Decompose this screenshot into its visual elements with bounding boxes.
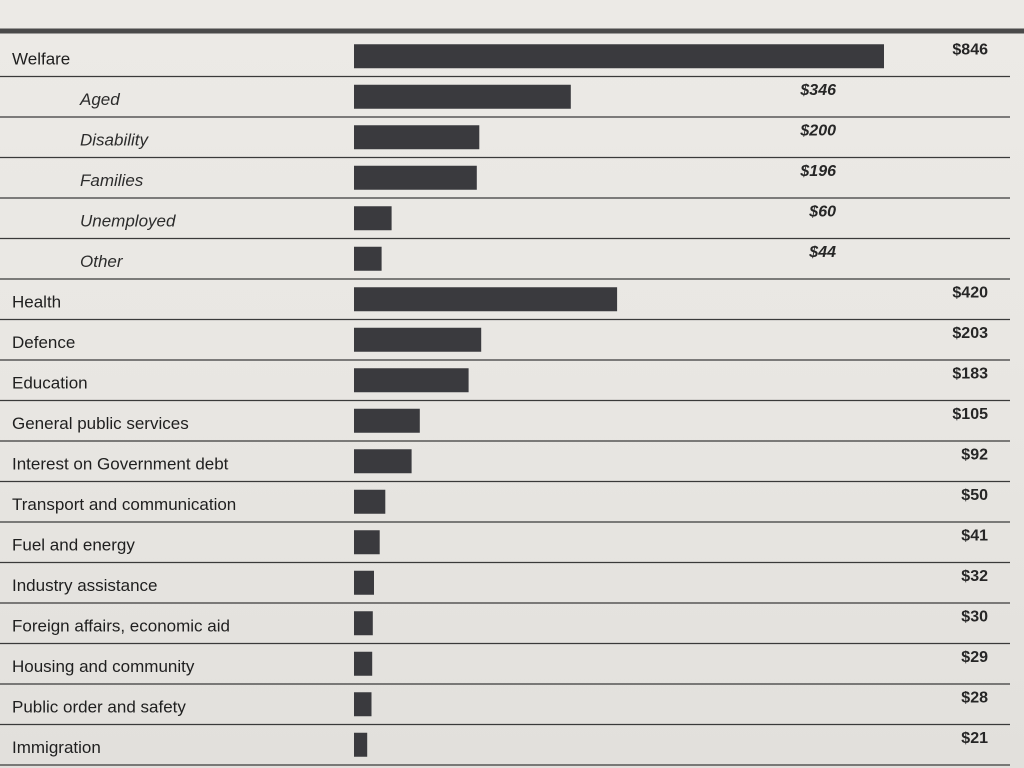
- bar: [354, 611, 373, 636]
- bar: [354, 489, 386, 514]
- value-label: $32: [961, 568, 988, 585]
- chart-row: Other $44: [0, 244, 1010, 280]
- category-label: Housing and community: [12, 657, 195, 676]
- chart-row: Education $183: [0, 365, 1010, 402]
- value-label: $196: [799, 163, 836, 180]
- category-label: Industry assistance: [12, 576, 158, 595]
- bar: [354, 692, 372, 717]
- value-label: $30: [961, 608, 988, 625]
- chart-row: Transport and communication $50: [0, 487, 1010, 523]
- chart-row: Unemployed $60: [0, 203, 1010, 240]
- value-label: $346: [799, 82, 836, 99]
- chart-row: Interest on Government debt $92: [0, 446, 1010, 483]
- bar: [354, 408, 420, 433]
- category-label: Health: [12, 292, 61, 311]
- chart-row: Public order and safety $28: [0, 689, 1010, 726]
- value-label: $105: [952, 406, 988, 423]
- bar: [354, 206, 392, 231]
- category-label: Education: [12, 373, 88, 392]
- chart-row: Fuel and energy $41: [0, 527, 1010, 564]
- bar: [354, 84, 571, 109]
- value-label: $183: [952, 365, 988, 382]
- value-label: $28: [961, 689, 988, 706]
- value-label: $420: [952, 284, 988, 301]
- chart-row: Families $196: [0, 163, 1010, 199]
- bar: [354, 368, 469, 393]
- subcategory-label: Aged: [79, 90, 120, 109]
- category-label: Interest on Government debt: [12, 454, 229, 473]
- value-label: $846: [952, 41, 988, 58]
- category-label: Immigration: [12, 738, 101, 757]
- bar: [354, 44, 884, 69]
- chart-row: Foreign affairs, economic aid $30: [0, 608, 1010, 645]
- value-label: $50: [961, 487, 988, 504]
- subcategory-label: Disability: [80, 130, 150, 149]
- chart-row: Health $420: [0, 284, 1010, 321]
- bar: [354, 651, 373, 676]
- chart-row: Housing and community $29: [0, 649, 1010, 685]
- bar: [354, 732, 368, 757]
- category-label: Defence: [12, 333, 75, 352]
- value-label: $44: [808, 244, 836, 261]
- bar: [354, 530, 380, 555]
- value-label: $29: [961, 649, 988, 666]
- chart-row: Defence $203: [0, 325, 1010, 361]
- value-label: $92: [961, 446, 988, 463]
- bar: [354, 246, 382, 271]
- value-label: $21: [961, 730, 988, 747]
- bar: [354, 125, 480, 150]
- value-label: $60: [808, 203, 836, 220]
- category-label: Fuel and energy: [12, 535, 135, 554]
- value-label: $41: [961, 527, 988, 544]
- bar: [354, 449, 412, 474]
- chart-row: Aged $346: [0, 82, 1010, 118]
- category-label: Foreign affairs, economic aid: [12, 616, 230, 635]
- bar: [354, 570, 374, 595]
- chart-row: Immigration $21: [0, 730, 1010, 766]
- category-label: General public services: [12, 414, 189, 433]
- value-label: $203: [952, 325, 988, 342]
- subcategory-label: Unemployed: [80, 211, 176, 230]
- bar: [354, 165, 477, 190]
- chart-row: Welfare $846: [0, 41, 1010, 78]
- category-label: Welfare: [12, 49, 70, 68]
- chart-row: Disability $200: [0, 122, 1010, 159]
- rows-layer: Welfare $846 Aged $346 Disability $200 Familie…: [0, 41, 1010, 766]
- category-label: Public order and safety: [12, 697, 186, 716]
- value-label: $200: [799, 122, 836, 139]
- chart-row: Industry assistance $32: [0, 568, 1010, 604]
- bar: [354, 287, 618, 312]
- subcategory-label: Other: [80, 252, 124, 271]
- subcategory-label: Families: [80, 171, 144, 190]
- category-label: Transport and communication: [12, 495, 236, 514]
- chart-row: General public services $105: [0, 406, 1010, 442]
- bar: [354, 327, 482, 352]
